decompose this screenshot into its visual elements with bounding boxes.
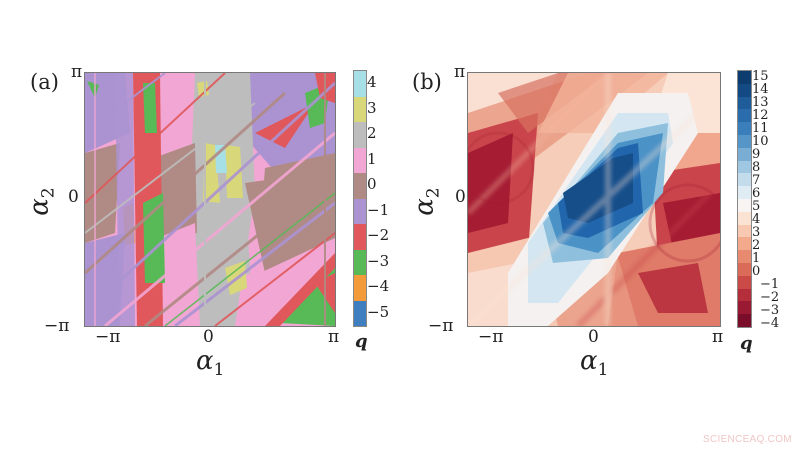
panel-a-label: (a) — [30, 70, 59, 94]
cbar-b-tick: 10 — [752, 134, 769, 149]
panel-a-ytick-mid: 0 — [68, 187, 79, 207]
panel-b-colorbar-label: q — [740, 333, 753, 354]
cbar-a-tick: −2 — [367, 226, 390, 245]
cbar-a-tick: −3 — [367, 251, 390, 270]
cbar-a-tick: −4 — [367, 277, 390, 296]
panel-b-colorbar-ticks: 15 14 13 12 11 10 9 8 7 6 5 4 3 2 1 0 −1… — [752, 69, 792, 330]
cbar-b-tick: 13 — [752, 95, 769, 110]
cbar-a-tick: −5 — [367, 302, 390, 321]
panel-b-xtick-left: −π — [478, 327, 504, 347]
panel-a-ylabel: α2 — [24, 187, 59, 216]
cbar-a-tick: 0 — [367, 175, 377, 194]
panel-b-heatmap — [468, 73, 720, 326]
panel-a-heatmap — [85, 73, 335, 326]
panel-b-ytick-mid: 0 — [455, 187, 466, 207]
cbar-b-tick: 7 — [752, 173, 761, 188]
cbar-b-tick: 9 — [752, 147, 761, 162]
panel-a-xtick-left: −π — [95, 327, 121, 347]
cbar-a-tick: 4 — [367, 73, 377, 92]
cbar-b-tick: 11 — [752, 121, 769, 136]
panel-b-ytick-top: π — [454, 62, 466, 82]
panel-b-label: (b) — [412, 70, 442, 94]
cbar-b-tick: 5 — [752, 199, 761, 214]
panel-a-xtick-mid: 0 — [203, 327, 214, 347]
cbar-b-tick: −2 — [760, 290, 780, 305]
cbar-b-tick: 15 — [752, 69, 769, 84]
panel-a-colorbar-label: q — [355, 331, 368, 352]
cbar-b-tick: 6 — [752, 186, 761, 201]
panel-b-ylabel: α2 — [409, 187, 444, 216]
cbar-b-tick: 8 — [752, 160, 761, 175]
panel-b-xlabel: α1 — [580, 346, 609, 381]
panel-b-colorbar — [737, 70, 752, 328]
panel-a-ytick-bottom: −π — [44, 316, 70, 336]
cbar-b-tick: −1 — [760, 277, 780, 292]
cbar-b-tick: 4 — [752, 212, 761, 227]
cbar-a-tick: 3 — [367, 98, 377, 117]
watermark: SCIENCEAQ.COM — [703, 434, 792, 445]
panel-a-plot — [84, 72, 336, 327]
panel-b-ytick-bottom: −π — [428, 316, 454, 336]
panel-b-xtick-right: π — [712, 327, 724, 347]
panel-a-xtick-right: π — [328, 327, 340, 347]
cbar-b-tick: 12 — [752, 108, 769, 123]
cbar-b-tick: −4 — [760, 316, 780, 331]
panel-a-xlabel: α1 — [196, 346, 225, 381]
panel-b-xtick-mid: 0 — [588, 327, 599, 347]
panel-b-plot — [467, 72, 721, 327]
cbar-b-tick: 3 — [752, 225, 761, 240]
panel-a-ytick-top: π — [71, 62, 83, 82]
cbar-b-tick: 14 — [752, 82, 769, 97]
cbar-a-tick: 1 — [367, 149, 377, 168]
cbar-b-tick: 0 — [752, 264, 761, 279]
cbar-a-tick: 2 — [367, 124, 377, 143]
panel-a-colorbar — [353, 70, 367, 327]
cbar-b-tick: 1 — [752, 251, 761, 266]
cbar-b-tick: 2 — [752, 238, 761, 253]
cbar-b-tick: −3 — [760, 303, 780, 318]
panel-a-colorbar-ticks: 4 3 2 1 0 −1 −2 −3 −4 −5 — [367, 70, 397, 325]
cbar-a-tick: −1 — [367, 200, 390, 219]
